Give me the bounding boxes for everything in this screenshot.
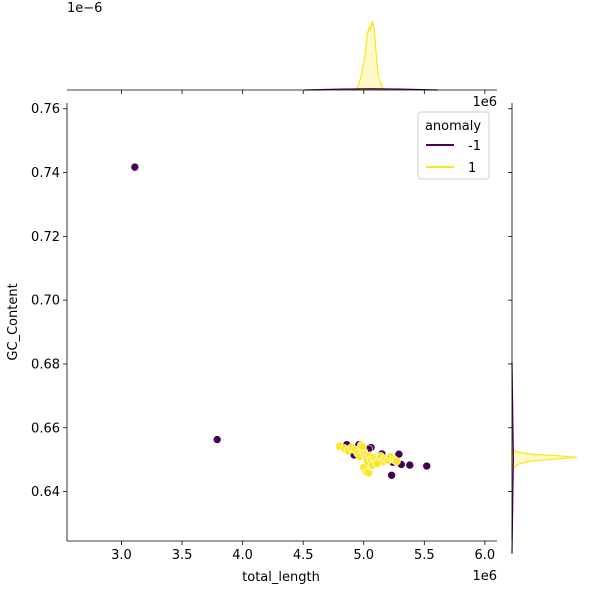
top-marginal-ticks [121,90,486,94]
right-marginal-ticks [508,108,512,492]
anomaly-point [130,162,140,172]
x-axis-label: total_length [242,570,320,585]
right-density-normal [511,447,577,471]
y-tick-label: 0.66 [31,421,60,436]
right-density-anomaly [511,362,515,554]
x-tick-label: 5.0 [353,548,374,563]
x-axis-ticks: 3.0 3.5 4.0 4.5 5.0 5.5 6.0 [111,541,495,563]
y-tick-label: 0.70 [31,294,60,309]
legend-entries: -11 [426,139,481,176]
top-density-normal [351,20,388,91]
x-tick-label: 3.5 [172,548,193,563]
legend-label: 1 [468,161,476,176]
right-marginal: 1e6 [472,95,577,554]
normal-point [392,456,401,466]
anomaly-point [212,435,222,444]
normal-point [372,459,382,468]
x-tick-label: 5.5 [414,548,435,563]
right-marginal-offset-label: 1e6 [472,95,497,110]
x-axis-offset-label: 1e6 [472,569,497,584]
x-tick-label: 6.0 [475,548,496,563]
y-tick-label: 0.68 [31,357,60,372]
y-tick-label: 0.76 [31,102,60,117]
top-marginal-density [304,20,438,91]
normal-point [358,442,367,452]
anomaly-point [422,461,432,471]
top-marginal-offset-label: 1e−6 [67,1,102,16]
y-axis-label: GC_Content [6,283,21,360]
scatter-points [130,162,432,480]
main-axes: 3.0 3.5 4.0 4.5 5.0 5.5 6.0 0.640.660.680.700.… [6,102,497,585]
legend: anomaly -11 [417,111,490,180]
legend-label: -1 [468,139,481,154]
top-marginal: 1e−6 [67,1,497,94]
y-tick-label: 0.74 [31,166,60,181]
anomaly-point [405,460,415,470]
y-tick-label: 0.64 [31,485,60,500]
x-tick-label: 4.5 [293,548,314,563]
normal-point [364,468,373,478]
x-tick-label: 3.0 [111,548,132,563]
right-marginal-density [511,362,577,554]
x-tick-label: 4.0 [232,548,253,563]
y-tick-label: 0.72 [31,230,60,245]
legend-title: anomaly [425,119,481,134]
y-axis-ticks: 0.64 0.66 0.68 0.70 0.72 0.74 0.76 [31,102,67,500]
anomaly-point [387,470,396,480]
top-density-anomaly [304,88,438,91]
